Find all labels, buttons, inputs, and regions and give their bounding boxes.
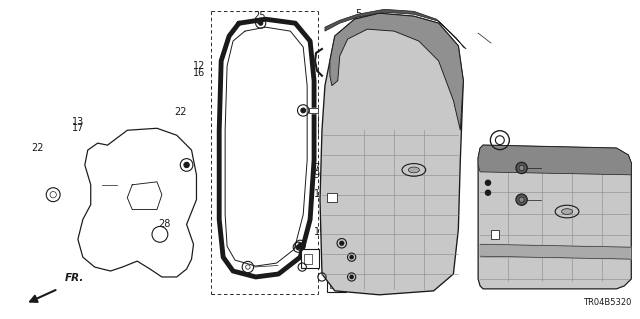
Text: 7: 7 (314, 163, 320, 173)
Polygon shape (78, 128, 196, 277)
Text: 19: 19 (314, 227, 326, 237)
Bar (309, 108, 318, 113)
Bar (330, 279, 340, 288)
Circle shape (486, 190, 490, 195)
Polygon shape (225, 27, 307, 266)
Bar (491, 230, 499, 239)
Text: 20: 20 (225, 192, 237, 203)
Text: 20: 20 (262, 225, 274, 235)
Polygon shape (320, 13, 463, 295)
Text: TR04B5320: TR04B5320 (583, 298, 631, 307)
Circle shape (259, 21, 262, 25)
Circle shape (516, 162, 527, 174)
Text: 28: 28 (159, 219, 171, 229)
Text: 17: 17 (72, 123, 84, 133)
Ellipse shape (408, 167, 419, 173)
Circle shape (350, 275, 353, 278)
Text: 15: 15 (232, 219, 244, 229)
Text: 6: 6 (355, 15, 361, 26)
Polygon shape (478, 145, 631, 175)
Bar (327, 193, 337, 203)
Text: 3: 3 (611, 148, 617, 158)
Text: 11: 11 (434, 106, 446, 115)
Text: FR.: FR. (65, 272, 84, 283)
Text: 22: 22 (175, 107, 187, 117)
Text: 16: 16 (193, 68, 205, 78)
Text: 19: 19 (314, 189, 326, 199)
Polygon shape (480, 244, 631, 259)
Polygon shape (127, 182, 162, 210)
Polygon shape (330, 13, 463, 130)
Text: 4: 4 (611, 154, 617, 165)
Circle shape (298, 243, 302, 247)
Text: 10: 10 (281, 234, 293, 244)
Text: 26: 26 (269, 78, 282, 89)
Bar (304, 254, 312, 264)
Circle shape (340, 241, 344, 245)
Circle shape (184, 162, 189, 167)
Polygon shape (325, 9, 467, 49)
Circle shape (519, 165, 524, 170)
Text: 13: 13 (72, 116, 84, 127)
Text: 23: 23 (405, 88, 418, 98)
Circle shape (296, 245, 300, 249)
Text: 8: 8 (281, 228, 287, 238)
Text: 12: 12 (193, 61, 205, 71)
Circle shape (350, 256, 353, 259)
Text: 1: 1 (395, 129, 401, 139)
Text: 21: 21 (225, 186, 237, 196)
Polygon shape (478, 145, 631, 289)
Ellipse shape (561, 209, 573, 214)
Text: 22: 22 (31, 144, 44, 153)
Circle shape (519, 197, 524, 202)
Text: 25: 25 (253, 11, 266, 21)
Bar (327, 277, 346, 292)
Text: 5: 5 (355, 9, 361, 19)
Circle shape (516, 194, 527, 205)
Circle shape (486, 180, 490, 185)
Polygon shape (220, 19, 314, 277)
Text: 27: 27 (235, 164, 247, 174)
Text: 11: 11 (434, 142, 446, 152)
Circle shape (301, 108, 305, 113)
Text: 18: 18 (232, 226, 244, 236)
Bar (330, 242, 346, 260)
Text: 9: 9 (314, 170, 320, 180)
Bar (301, 249, 319, 268)
Text: 2: 2 (395, 136, 401, 145)
